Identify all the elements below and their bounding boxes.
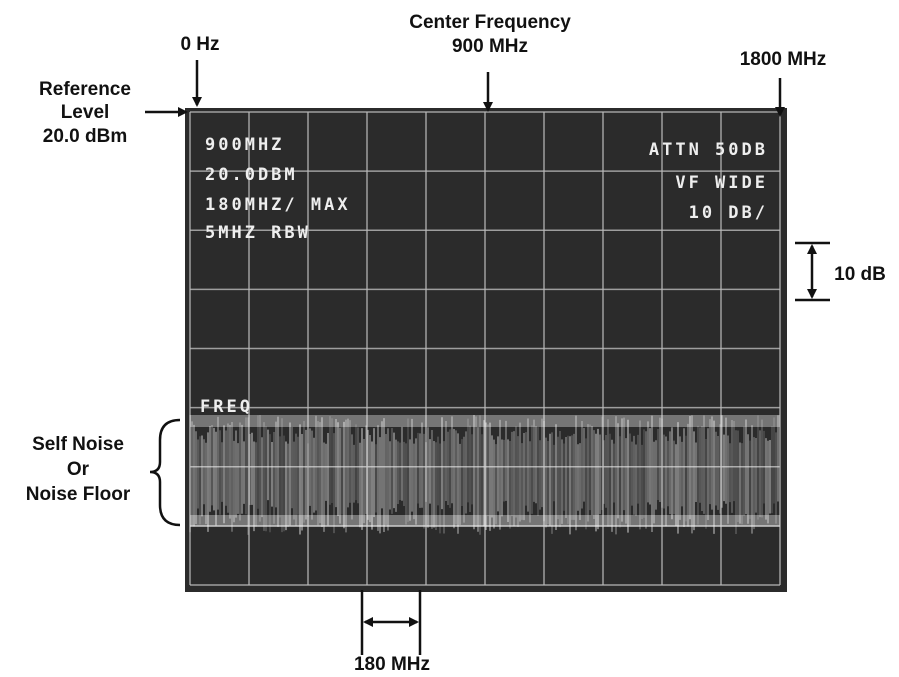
noise-label: Or [67,459,90,480]
reference-label: Level [61,102,110,123]
noise-label: Noise Floor [26,484,131,505]
zero-label: 0 Hz [180,34,219,55]
noise-band [190,515,780,527]
reference-label: 20.0 dBm [43,126,127,147]
screen-text: FREQ [200,397,253,417]
screen-text: 20.0DBM [205,165,298,185]
graticule [189,111,781,586]
screen-text: 5MHZ RBW [205,223,311,243]
end-label: 1800 MHz [740,49,827,70]
screen-text: 180MHZ/ MAX [205,195,351,215]
noise-label: Self Noise [32,434,124,455]
screen-text: VF WIDE [675,173,768,193]
division-label: 10 dB [834,264,886,285]
center-label: Center Frequency [409,12,571,33]
screen-text: 10 DB/ [689,203,768,223]
brace [149,418,181,527]
screen-text: ATTN 50DB [649,140,768,160]
center-label: 900 MHz [452,36,528,57]
reference-label: Reference [39,79,131,100]
span-label: 180 MHz [354,654,430,675]
noise-trace [189,415,780,535]
noise-band [190,415,780,427]
screen-text: 900MHZ [205,135,284,155]
